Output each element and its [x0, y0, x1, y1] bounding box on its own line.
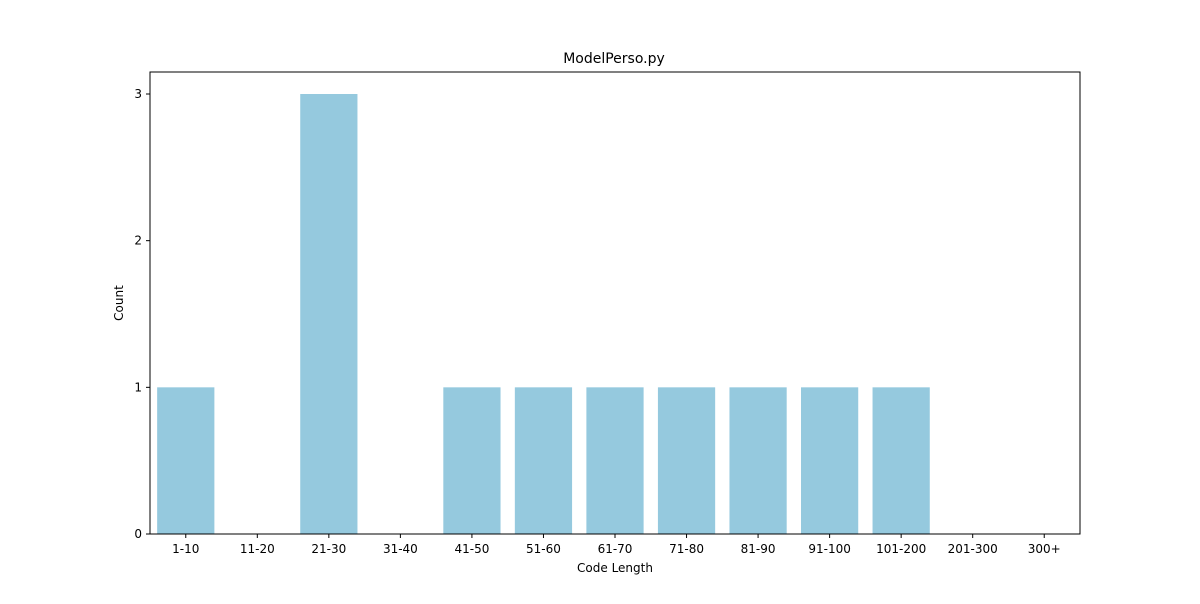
bar-91-100 [801, 387, 859, 534]
x-axis-label: Code Length [577, 561, 653, 575]
x-tick-label: 300+ [1028, 542, 1061, 556]
x-tick-label: 41-50 [454, 542, 489, 556]
bar-61-70 [586, 387, 644, 534]
chart-title: ModelPerso.py [563, 51, 665, 67]
x-tick-label: 11-20 [240, 542, 275, 556]
bar-21-30 [300, 94, 358, 534]
x-tick-label: 21-30 [311, 542, 346, 556]
y-tick-label: 3 [134, 87, 142, 101]
bar-101-200 [872, 387, 930, 534]
x-axis: 1-10 11-20 21-30 31-40 41-50 51-60 61-70 71-80 8… [172, 534, 1061, 556]
y-tick-label: 0 [134, 527, 142, 541]
y-axis: 0 1 2 3 [134, 87, 150, 541]
x-tick-label: 1-10 [172, 542, 199, 556]
x-tick-label: 61-70 [598, 542, 633, 556]
y-tick-label: 2 [134, 234, 142, 248]
bar-51-60 [514, 387, 573, 534]
x-tick-label: 51-60 [526, 542, 561, 556]
x-tick-label: 81-90 [741, 542, 776, 556]
bar-81-90 [729, 387, 787, 534]
y-tick-label: 1 [134, 380, 142, 394]
plot-area [157, 94, 930, 534]
bar-41-50 [443, 387, 501, 534]
x-tick-label: 91-100 [808, 542, 851, 556]
bar-1-10 [157, 387, 215, 534]
x-tick-label: 31-40 [383, 542, 418, 556]
x-tick-label: 71-80 [669, 542, 704, 556]
bar-71-80 [657, 387, 716, 534]
x-tick-label: 201-300 [948, 542, 998, 556]
y-axis-label: Count [112, 285, 126, 321]
x-tick-label: 101-200 [876, 542, 926, 556]
